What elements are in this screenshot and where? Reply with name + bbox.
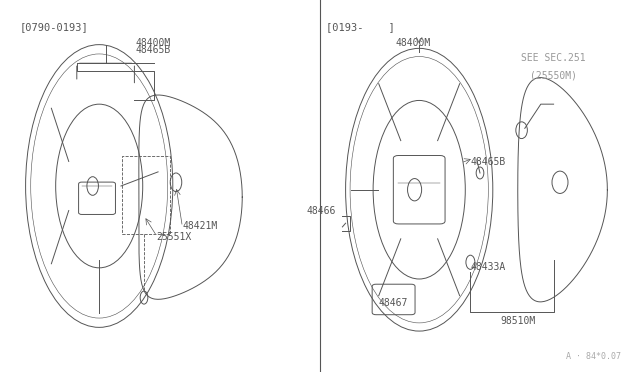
Text: 48467: 48467	[379, 298, 408, 308]
Text: A · 84*0.07: A · 84*0.07	[566, 352, 621, 361]
Text: [0193-    ]: [0193- ]	[326, 22, 395, 32]
Text: 48421M: 48421M	[182, 221, 218, 231]
Text: SEE SEC.251: SEE SEC.251	[522, 53, 586, 63]
Text: 48466: 48466	[307, 206, 336, 216]
Text: 48400M: 48400M	[395, 38, 431, 48]
Text: 48465B: 48465B	[136, 45, 172, 55]
Text: (25550M): (25550M)	[530, 71, 577, 81]
Text: 48465B: 48465B	[470, 157, 506, 167]
Text: 48400M: 48400M	[136, 38, 172, 48]
Text: 25551X: 25551X	[157, 232, 192, 242]
Text: 48433A: 48433A	[470, 262, 506, 272]
Text: [0790-0193]: [0790-0193]	[19, 22, 88, 32]
Text: 98510M: 98510M	[500, 316, 536, 326]
